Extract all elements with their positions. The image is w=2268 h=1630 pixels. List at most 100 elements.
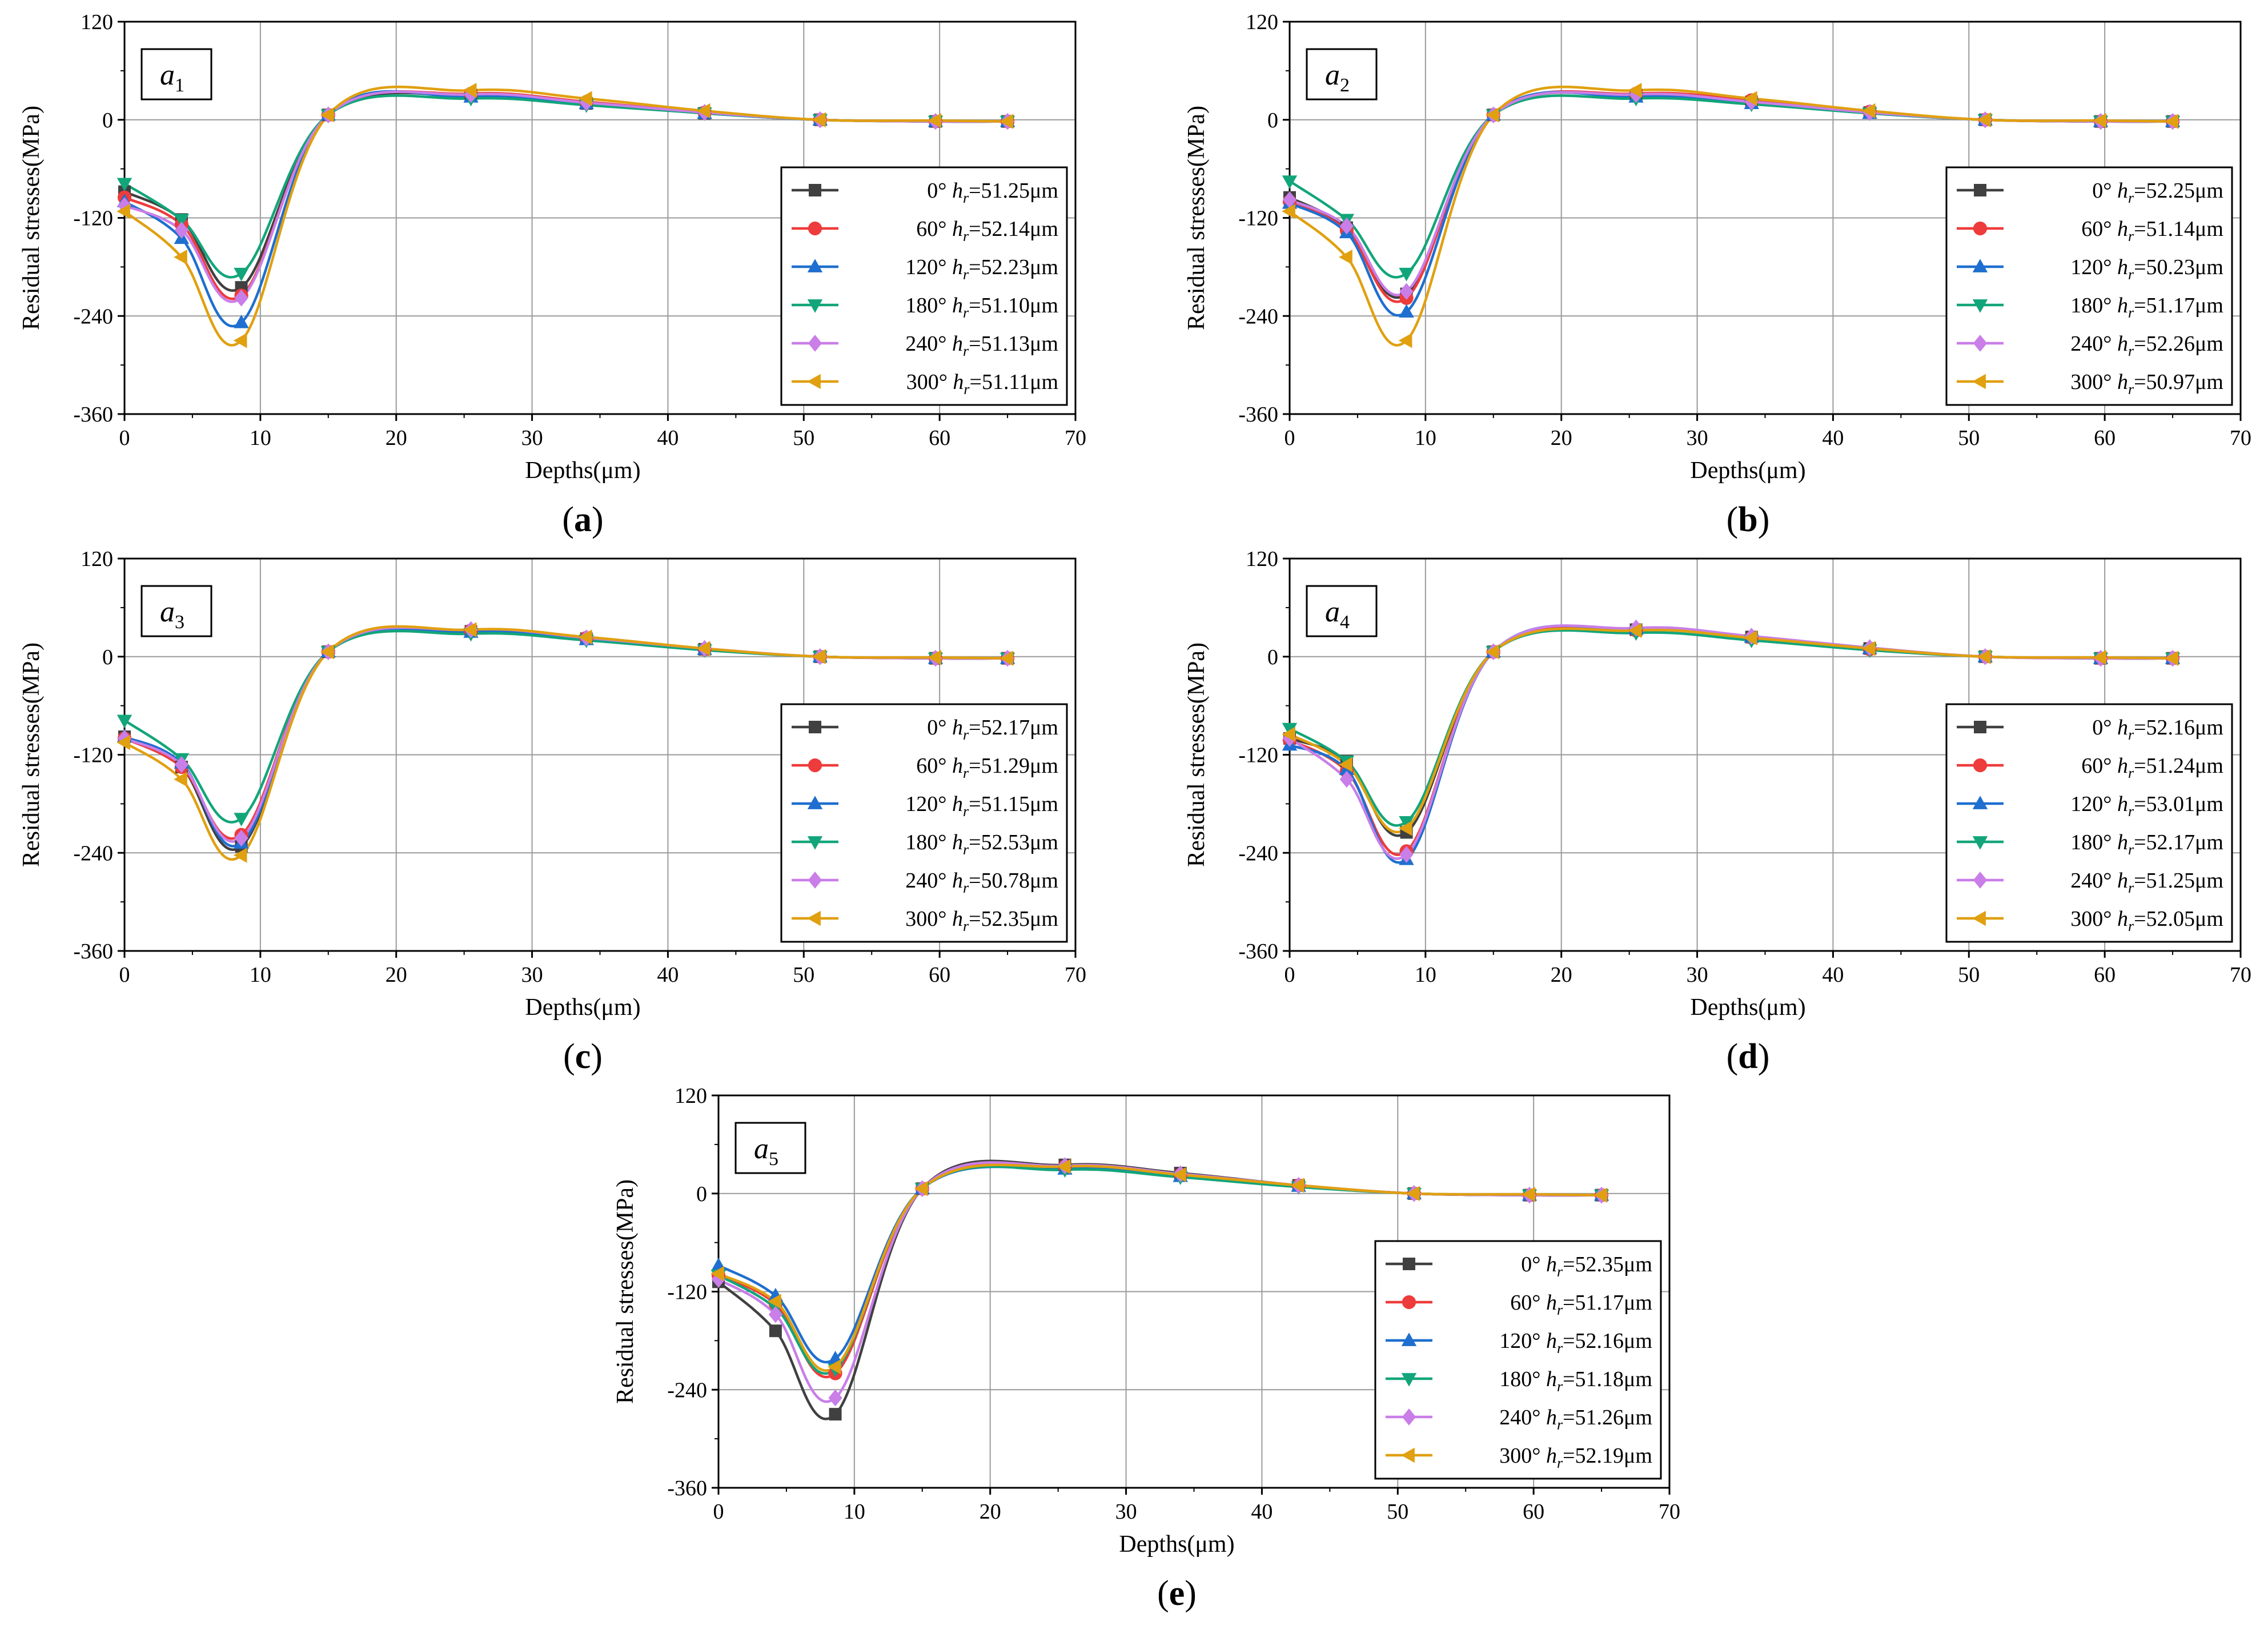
chart-panel-b: 0 10 20 30 40 50 60 70 120 0 -120 -240 -360 Depths(μm… (1165, 0, 2268, 543)
legend-box (1945, 703, 2233, 943)
data-point-marker (768, 1306, 782, 1323)
legend-entry-label: 60° hr=51.24μm (2081, 754, 2223, 781)
series-line-300deg (125, 625, 1008, 861)
data-point-marker (1399, 304, 1414, 318)
panel-tag-box (141, 48, 212, 101)
data-point-marker (1861, 103, 1876, 119)
data-point-marker (234, 813, 249, 826)
legend-box (1945, 166, 2233, 406)
panel-caption: (c) (563, 1037, 603, 1076)
x-tick-label: 30 (1687, 426, 1708, 450)
data-point-marker (1282, 203, 1295, 219)
y-tick-label: 120 (1246, 547, 1278, 571)
data-point-marker (234, 289, 248, 307)
x-tick-label: 50 (1958, 963, 1980, 987)
legend-entry-label: 0° hr=51.25μm (927, 179, 1058, 206)
data-point-marker (2165, 114, 2178, 129)
y-tick-label: -240 (73, 841, 113, 865)
series-line-300deg (1290, 627, 2173, 834)
x-tick-label: 20 (1551, 426, 1572, 450)
data-point-marker (769, 1324, 782, 1338)
data-point-marker (233, 848, 247, 863)
panel-tag-label: a2 (1325, 59, 1350, 96)
legend-marker (1972, 259, 1988, 272)
data-point-marker (768, 1294, 781, 1309)
data-point-marker (828, 1389, 842, 1407)
legend-marker (1401, 1447, 1415, 1463)
panel-caption: (b) (1727, 500, 1770, 539)
data-point-marker (174, 214, 190, 228)
data-point-marker (117, 178, 133, 192)
y-tick-label: -120 (1238, 207, 1278, 231)
data-point-marker (174, 222, 188, 239)
legend-marker (808, 872, 822, 889)
x-axis-title: Depths(μm) (525, 994, 640, 1021)
legend-marker (808, 758, 822, 773)
legend-entry-label: 300° hr=50.97μm (2070, 370, 2223, 398)
legend-entry-label: 300° hr=52.05μm (2070, 907, 2223, 934)
x-tick-label: 10 (844, 1500, 865, 1524)
data-point-marker (174, 250, 187, 265)
legend-marker (1402, 1408, 1416, 1426)
panel-tag-label: a1 (160, 59, 184, 96)
data-point-marker (1743, 630, 1757, 646)
data-point-marker (117, 714, 133, 729)
y-tick-label: 0 (102, 645, 113, 669)
data-point-marker (1593, 1187, 1607, 1203)
x-tick-label: 70 (2230, 963, 2251, 987)
x-tick-label: 20 (980, 1500, 1001, 1524)
y-tick-label: 0 (102, 109, 113, 133)
y-tick-label: -120 (1238, 744, 1278, 768)
plot-frame (123, 21, 1077, 415)
data-point-marker (696, 103, 710, 119)
data-point-marker (1339, 770, 1354, 788)
legend-entry-label: 120° hr=52.23μm (905, 255, 1058, 283)
chart-panel-c: 0 10 20 30 40 50 60 70 120 0 -120 -240 -360 Depths(μm… (0, 537, 1119, 1079)
legend-marker (807, 796, 823, 809)
chart-e-svg: 0 10 20 30 40 50 60 70 120 0 -120 -240 -360 Depths(μm… (612, 1084, 1680, 1613)
y-tick-label: -360 (73, 403, 113, 427)
legend-entry-label: 120° hr=52.16μm (1499, 1329, 1652, 1356)
data-point-marker (711, 1271, 726, 1288)
y-tick-label: 120 (81, 10, 113, 34)
legend-entry-label: 120° hr=51.15μm (905, 792, 1058, 820)
x-tick-label: 0 (713, 1500, 724, 1524)
data-point-marker (234, 267, 249, 282)
legend-marker (808, 221, 822, 236)
panel-tag: a2 (1306, 48, 1378, 101)
data-point-marker (914, 1181, 928, 1197)
y-axis-title: Residual stresses(MPa) (18, 106, 45, 330)
data-point-marker (1399, 816, 1414, 830)
y-axis-title: Residual stresses(MPa) (1183, 643, 1210, 867)
y-tick-label: 0 (1267, 109, 1278, 133)
data-point-marker (1282, 722, 1298, 737)
y-tick-label: -120 (73, 207, 113, 231)
legend-marker (1401, 1332, 1417, 1346)
panel-tag: a5 (734, 1122, 806, 1174)
chart-panel-e: 0 10 20 30 40 50 60 70 120 0 -120 -240 -360 Depths(μm… (594, 1074, 1713, 1616)
x-tick-label: 60 (2094, 426, 2116, 450)
legend-entry-label: 120° hr=53.01μm (2070, 792, 2223, 820)
data-point-marker (1172, 1167, 1186, 1183)
legend-entry-label: 60° hr=51.29μm (916, 754, 1058, 781)
data-point-marker (1339, 757, 1352, 772)
data-point-marker (174, 756, 188, 773)
data-point-marker (812, 649, 826, 664)
panel-tag: a3 (141, 585, 212, 637)
legend-marker (1973, 221, 1988, 236)
x-tick-label: 60 (929, 426, 950, 450)
y-tick-label: -360 (1238, 403, 1278, 427)
chart-panel-d: 0 10 20 30 40 50 60 70 120 0 -120 -240 -360 Depths(μm… (1165, 537, 2268, 1079)
data-point-marker (234, 314, 249, 328)
x-tick-label: 0 (1284, 963, 1295, 987)
plot-frame (1288, 557, 2242, 952)
panel-tag-label: a4 (1325, 596, 1350, 633)
legend-entry-label: 240° hr=52.26μm (2070, 332, 2223, 359)
x-tick-label: 0 (119, 426, 130, 450)
data-point-marker (1522, 1186, 1535, 1202)
legend-marker (807, 836, 823, 850)
data-point-marker (1406, 1186, 1420, 1201)
x-tick-label: 30 (521, 426, 543, 450)
legend: 0° hr=52.25μm 60° hr=51.14μm 120° hr=50.23… (1945, 166, 2233, 406)
x-axis-title: Depths(μm) (1690, 994, 1805, 1021)
